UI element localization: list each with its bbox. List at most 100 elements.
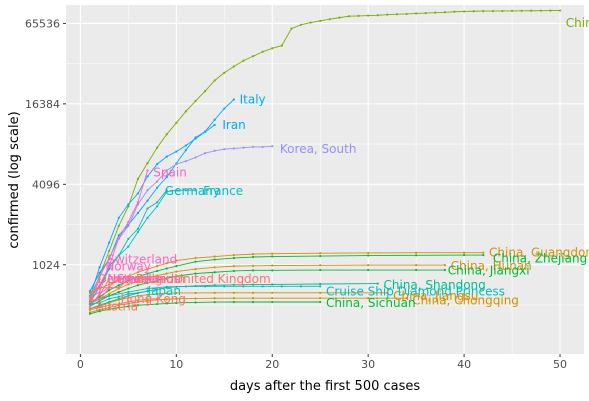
data-point bbox=[251, 291, 255, 294]
data-point bbox=[319, 291, 322, 294]
data-point bbox=[98, 277, 101, 281]
data-point bbox=[108, 241, 111, 244]
data-point bbox=[376, 14, 379, 17]
data-point bbox=[319, 297, 322, 300]
grid-minor bbox=[66, 5, 584, 354]
data-point bbox=[117, 284, 120, 287]
data-point bbox=[127, 302, 130, 305]
data-point bbox=[194, 256, 197, 260]
data-point bbox=[108, 294, 111, 297]
data-point bbox=[367, 268, 370, 272]
data-point bbox=[98, 266, 101, 269]
data-point bbox=[347, 15, 351, 18]
y-tick-label: 65536 bbox=[25, 17, 60, 30]
data-point bbox=[232, 65, 235, 68]
data-point bbox=[88, 312, 92, 315]
series-china-zhejiang bbox=[88, 253, 485, 305]
series-label-austria: Austria bbox=[96, 299, 138, 313]
data-point bbox=[175, 297, 178, 300]
data-point bbox=[482, 251, 485, 254]
data-point bbox=[213, 255, 216, 258]
data-point bbox=[156, 180, 159, 183]
data-point bbox=[98, 284, 101, 287]
data-point bbox=[108, 265, 111, 268]
data-point bbox=[232, 253, 235, 257]
x-axis-title: days after the first 500 cases bbox=[230, 379, 421, 394]
data-point bbox=[88, 302, 92, 306]
data-point bbox=[213, 118, 216, 121]
data-point bbox=[319, 254, 322, 258]
data-point bbox=[194, 301, 197, 304]
data-point bbox=[232, 297, 235, 300]
data-point bbox=[194, 268, 197, 271]
data-point bbox=[462, 253, 466, 257]
data-point bbox=[520, 9, 523, 12]
data-point bbox=[98, 292, 101, 295]
data-point bbox=[165, 302, 168, 305]
data-point bbox=[242, 146, 245, 149]
data-point bbox=[117, 224, 120, 228]
data-point bbox=[194, 189, 197, 192]
data-point bbox=[108, 304, 111, 307]
data-point bbox=[251, 269, 255, 272]
data-point bbox=[271, 264, 274, 267]
data-point bbox=[108, 297, 111, 300]
series-label-korea-south: Korea, South bbox=[280, 142, 357, 156]
data-point bbox=[146, 303, 149, 306]
data-point bbox=[194, 272, 197, 275]
data-point bbox=[424, 11, 427, 15]
series-label-china-shandong: China, Shandong bbox=[384, 278, 486, 292]
data-point bbox=[328, 18, 331, 21]
data-point bbox=[271, 283, 274, 286]
data-point bbox=[108, 289, 111, 292]
data-point bbox=[405, 12, 408, 16]
data-point bbox=[117, 290, 120, 294]
data-point bbox=[146, 277, 149, 281]
data-point bbox=[156, 265, 159, 268]
series-iran bbox=[88, 123, 216, 298]
data-point bbox=[156, 205, 159, 208]
data-point bbox=[203, 285, 207, 288]
data-point bbox=[165, 262, 168, 265]
data-point bbox=[98, 298, 101, 301]
data-point bbox=[367, 251, 370, 255]
data-point bbox=[290, 27, 293, 30]
series-label-china-sichuan: China, Sichuan bbox=[326, 296, 416, 310]
data-point bbox=[232, 300, 235, 304]
data-point bbox=[136, 271, 140, 274]
data-point bbox=[88, 295, 92, 298]
data-point bbox=[136, 284, 140, 287]
label-layer: China Italy Iran Korea, South Spain GermanyFr… bbox=[96, 16, 589, 313]
series-china-sichuan bbox=[88, 300, 322, 315]
data-point bbox=[203, 152, 207, 155]
data-point bbox=[165, 298, 168, 301]
data-point bbox=[156, 302, 159, 306]
data-point bbox=[127, 287, 130, 290]
data-point bbox=[251, 297, 255, 300]
data-point bbox=[280, 44, 283, 47]
data-point bbox=[117, 298, 120, 301]
data-point bbox=[146, 199, 149, 202]
data-point bbox=[251, 253, 255, 256]
series-line-china-chongqing bbox=[89, 297, 407, 313]
data-point bbox=[194, 291, 197, 295]
data-point bbox=[165, 292, 168, 295]
data-point bbox=[395, 13, 399, 16]
data-point bbox=[117, 254, 120, 257]
data-point bbox=[88, 298, 92, 301]
x-tick-label: 40 bbox=[457, 358, 471, 371]
data-point bbox=[501, 9, 504, 13]
data-point bbox=[136, 291, 140, 295]
data-point bbox=[127, 294, 130, 297]
data-point bbox=[175, 265, 178, 268]
data-point bbox=[453, 10, 456, 13]
data-point bbox=[146, 298, 149, 301]
data-point bbox=[242, 285, 245, 288]
data-point bbox=[213, 297, 216, 300]
data-point bbox=[127, 224, 130, 228]
data-point bbox=[108, 301, 111, 305]
data-point bbox=[376, 282, 379, 285]
data-point bbox=[136, 177, 140, 180]
data-point bbox=[213, 301, 216, 304]
